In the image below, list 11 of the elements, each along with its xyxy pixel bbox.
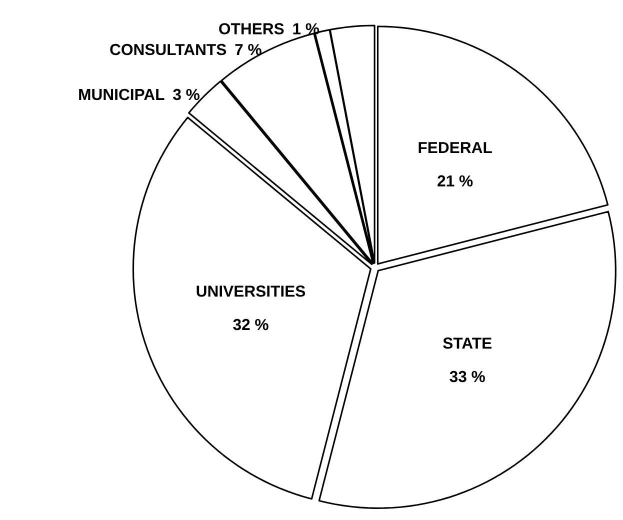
- data-label: 7 %: [235, 44, 262, 56]
- slice-label: OTHERS: [219, 23, 284, 34]
- slice-label: CONSULTANTS: [110, 44, 226, 56]
- data-label: 33 %: [450, 370, 485, 382]
- slice-label: MUNICIPAL: [79, 88, 164, 100]
- slice-label: FEDERAL: [418, 142, 492, 153]
- slice-label: UNIVERSITIES: [196, 286, 306, 297]
- data-label: 21 %: [438, 175, 473, 186]
- data-label: 32 %: [233, 318, 268, 330]
- slice-label: STATE: [443, 338, 492, 349]
- data-label: 3 %: [173, 88, 200, 100]
